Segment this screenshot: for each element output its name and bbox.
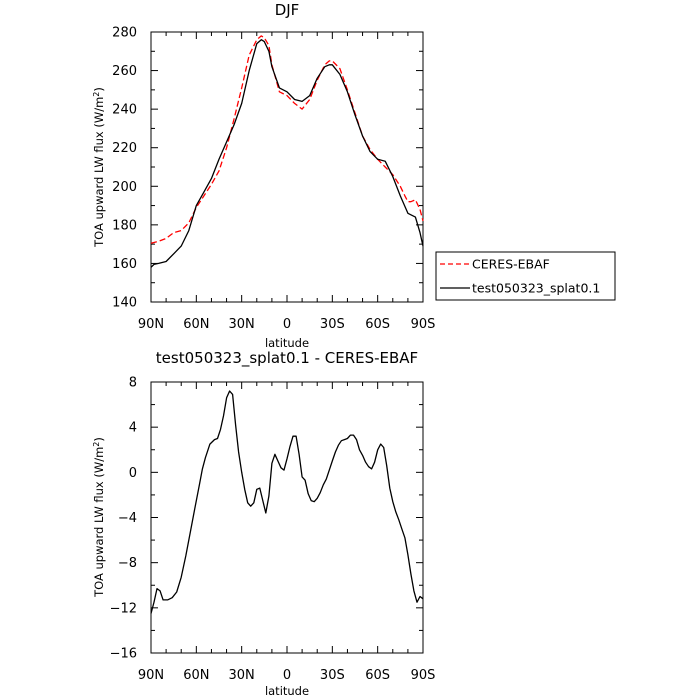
x-tick-label: 0 — [283, 317, 291, 332]
x-tick-label: 30S — [320, 668, 345, 683]
plot-frame — [150, 31, 424, 303]
y-tick-label: 280 — [112, 26, 137, 41]
x-tick-label: 0 — [283, 668, 291, 683]
series-line-1 — [150, 39, 424, 268]
x-tick-label: 90N — [138, 668, 164, 683]
y-tick-label: 260 — [112, 64, 137, 79]
legend: CERES-EBAF test050323_splat0.1 — [435, 251, 616, 301]
x-tick-label: 60S — [365, 668, 390, 683]
x-tick-label: 30N — [229, 317, 255, 332]
y-tick-label: 0 — [129, 466, 137, 481]
legend-label-ceres: CERES-EBAF — [472, 257, 550, 272]
y-tick-label: 240 — [112, 103, 137, 118]
y-tick-label: 160 — [112, 257, 137, 272]
legend-label-model: test050323_splat0.1 — [472, 281, 600, 296]
series-line-0 — [150, 390, 424, 614]
y-tick-label: 200 — [112, 180, 137, 195]
legend-box — [435, 251, 616, 301]
chart-djf: DJF 90N 60N 30N 0 30S 60S 90S 140 160 180 200 220 2… — [92, 1, 435, 350]
x-tick-label: 60N — [183, 317, 209, 332]
chart-title: DJF — [275, 1, 300, 19]
y-axis-title: TOA upward LW flux (W/m2) — [92, 437, 106, 598]
y-tick-label: 8 — [129, 376, 137, 391]
x-axis-title: latitude — [265, 684, 309, 698]
x-tick-label: 90S — [411, 317, 436, 332]
y-tick-label: −4 — [118, 511, 137, 526]
y-tick-label: −12 — [110, 601, 137, 616]
x-ticks: 90N 60N 30N 0 30S 60S 90S — [138, 382, 436, 683]
y-ticks: 140 160 180 200 220 240 260 280 — [112, 26, 423, 311]
plot-frame — [150, 381, 424, 654]
series-lines — [150, 390, 424, 614]
y-tick-label: −16 — [110, 647, 137, 662]
chart-difference: test050323_splat0.1 - CERES-EBAF 90N 60N 3… — [92, 349, 435, 698]
x-tick-label: 30N — [229, 668, 255, 683]
y-tick-label: 220 — [112, 141, 137, 156]
y-tick-label: −8 — [118, 556, 137, 571]
y-tick-label: 180 — [112, 218, 137, 233]
chart-title: test050323_splat0.1 - CERES-EBAF — [156, 349, 418, 368]
x-tick-label: 60N — [183, 668, 209, 683]
y-axis-title: TOA upward LW flux (W/m2) — [92, 87, 106, 248]
y-tick-label: 140 — [112, 296, 137, 311]
y-ticks: −16 −12 −8 −4 0 4 8 — [110, 376, 423, 662]
x-tick-label: 60S — [365, 317, 390, 332]
x-axis-title: latitude — [265, 336, 309, 350]
x-tick-label: 30S — [320, 317, 345, 332]
series-lines — [150, 35, 424, 268]
x-tick-label: 90S — [411, 668, 436, 683]
series-line-0 — [150, 35, 424, 244]
x-ticks: 90N 60N 30N 0 30S 60S 90S — [138, 32, 436, 332]
x-tick-label: 90N — [138, 317, 164, 332]
y-tick-label: 4 — [129, 421, 137, 436]
